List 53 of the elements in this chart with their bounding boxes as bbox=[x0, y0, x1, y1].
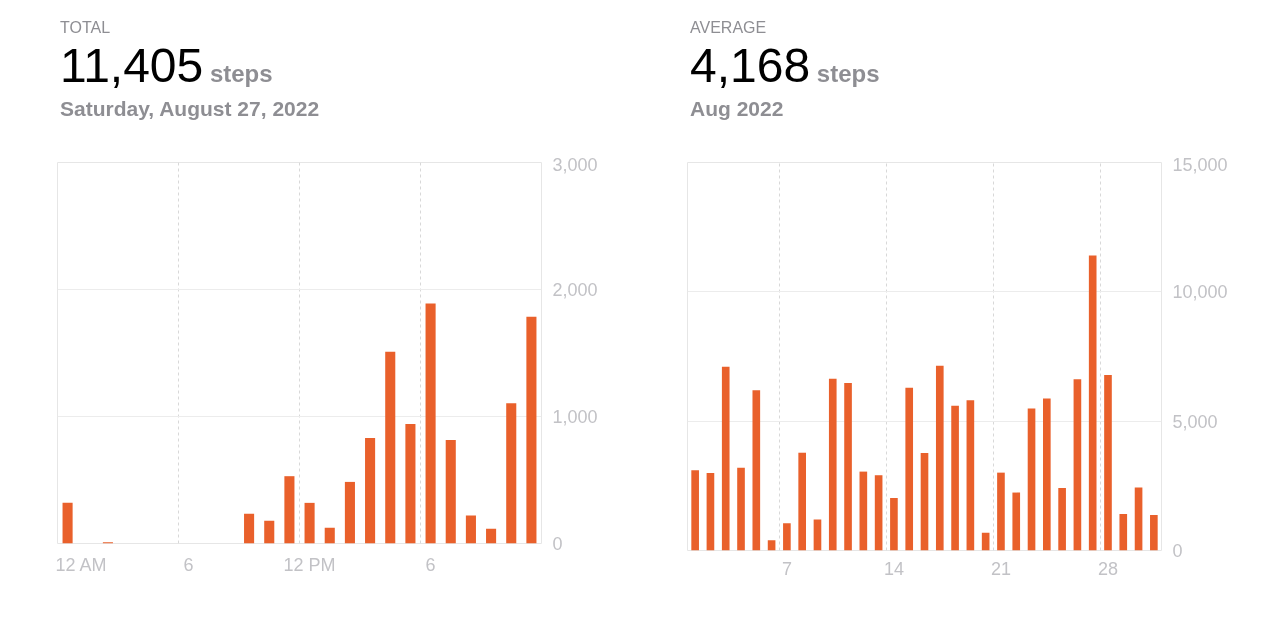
y-tick-label: 5,000 bbox=[1172, 411, 1218, 432]
bar bbox=[828, 378, 837, 551]
bar bbox=[905, 387, 914, 551]
bar bbox=[691, 470, 699, 551]
y-tick-label: 1,000 bbox=[552, 407, 598, 427]
x-tick-label: 6 bbox=[425, 554, 436, 575]
y-tick-label: 0 bbox=[1172, 541, 1183, 561]
text: 11,405 bbox=[60, 38, 204, 92]
x-tick-label: 21 bbox=[990, 558, 1011, 579]
bar bbox=[859, 471, 868, 551]
bar bbox=[920, 452, 929, 551]
x-tick-label: 12 PM bbox=[283, 554, 336, 575]
bar bbox=[1088, 255, 1097, 551]
bar bbox=[1119, 514, 1128, 551]
bar bbox=[813, 519, 822, 551]
text: steps bbox=[208, 59, 273, 87]
y-tick-label: 3,000 bbox=[552, 154, 598, 175]
bar bbox=[1150, 515, 1158, 551]
chart-subtitle: Saturday, August 27, 2022 bbox=[60, 95, 320, 122]
chart-title: TOTAL bbox=[60, 18, 112, 38]
y-tick-label: 10,000 bbox=[1172, 282, 1228, 303]
bar bbox=[874, 475, 883, 551]
bar bbox=[737, 467, 745, 551]
bar bbox=[752, 390, 761, 551]
y-tick-label: 2,000 bbox=[552, 280, 598, 300]
bar bbox=[844, 382, 852, 551]
bar bbox=[951, 405, 959, 551]
y-tick-label: 0 bbox=[552, 534, 563, 554]
bar bbox=[1043, 398, 1051, 551]
x-tick-label: 7 bbox=[781, 558, 792, 579]
bar bbox=[1058, 487, 1066, 551]
bar bbox=[721, 366, 730, 551]
x-tick-label: 6 bbox=[183, 554, 194, 575]
x-tick-label: 12 AM bbox=[55, 554, 107, 575]
bar bbox=[798, 452, 806, 551]
text: 4,168 bbox=[690, 38, 811, 92]
bar bbox=[890, 497, 898, 551]
bar bbox=[1073, 379, 1082, 551]
bar bbox=[935, 365, 944, 551]
bar bbox=[1134, 487, 1143, 551]
x-tick-label: 14 bbox=[883, 558, 904, 579]
bar bbox=[966, 400, 975, 551]
bar bbox=[783, 523, 791, 551]
bar bbox=[1012, 492, 1021, 551]
bar bbox=[1027, 408, 1036, 551]
chart-subtitle: Aug 2022 bbox=[690, 95, 785, 122]
text: steps bbox=[815, 59, 880, 87]
y-tick-label: 15,000 bbox=[1172, 154, 1228, 175]
bar bbox=[997, 472, 1005, 551]
chart-title: AVERAGE bbox=[690, 18, 768, 38]
x-tick-label: 28 bbox=[1097, 558, 1118, 579]
bar bbox=[706, 472, 715, 551]
bar bbox=[1104, 375, 1112, 551]
